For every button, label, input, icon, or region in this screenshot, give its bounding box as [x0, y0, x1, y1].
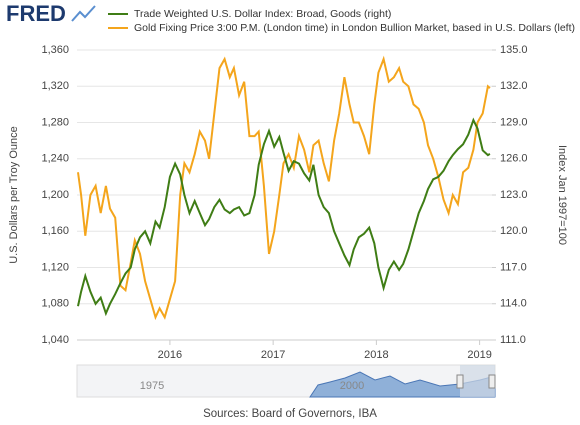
y2-tick-label: 126.0: [500, 153, 528, 165]
y2-tick-label: 117.0: [500, 261, 527, 273]
navigator-label: 1975: [140, 380, 164, 392]
x-tick-label: 2019: [467, 349, 491, 361]
series-line: [77, 117, 491, 317]
y-tick-label: 1,120: [41, 261, 69, 273]
y-tick-label: 1,280: [41, 116, 69, 128]
y-tick-label: 1,320: [41, 80, 69, 92]
logo-icon: [71, 5, 96, 22]
x-tick-label: 2017: [261, 349, 285, 361]
y2-tick-label: 120.0: [500, 225, 528, 237]
y-tick-label: 1,200: [41, 189, 69, 201]
y2-tick-label: 129.0: [500, 116, 528, 128]
y2-axis-title: Index Jan 1997=100: [556, 145, 568, 245]
y2-tick-label: 135.0: [500, 44, 528, 56]
logo: FRED: [6, 1, 66, 26]
legend-label: Trade Weighted U.S. Dollar Index: Broad,…: [134, 8, 391, 20]
y2-tick-label: 132.0: [500, 80, 528, 92]
y2-tick-label: 123.0: [500, 189, 528, 201]
y-tick-label: 1,240: [41, 153, 69, 165]
y2-tick-label: 114.0: [500, 298, 527, 310]
x-tick-label: 2018: [364, 349, 388, 361]
y2-tick-label: 111.0: [500, 334, 526, 346]
legend-label: Gold Fixing Price 3:00 P.M. (London time…: [134, 22, 575, 34]
navigator-handle[interactable]: [488, 374, 496, 389]
y-axis-title: U.S. Dollars per Troy Ounce: [8, 126, 20, 264]
navigator-label: 2000: [340, 380, 364, 392]
navigator-handle[interactable]: [456, 374, 464, 389]
source: Sources: Board of Governors, IBA: [203, 408, 377, 420]
y-tick-label: 1,040: [41, 334, 69, 346]
series-line: [77, 55, 491, 321]
x-tick-label: 2016: [158, 349, 182, 361]
y-tick-label: 1,080: [41, 298, 69, 310]
y-tick-label: 1,360: [41, 44, 69, 56]
y-tick-label: 1,160: [41, 225, 69, 237]
